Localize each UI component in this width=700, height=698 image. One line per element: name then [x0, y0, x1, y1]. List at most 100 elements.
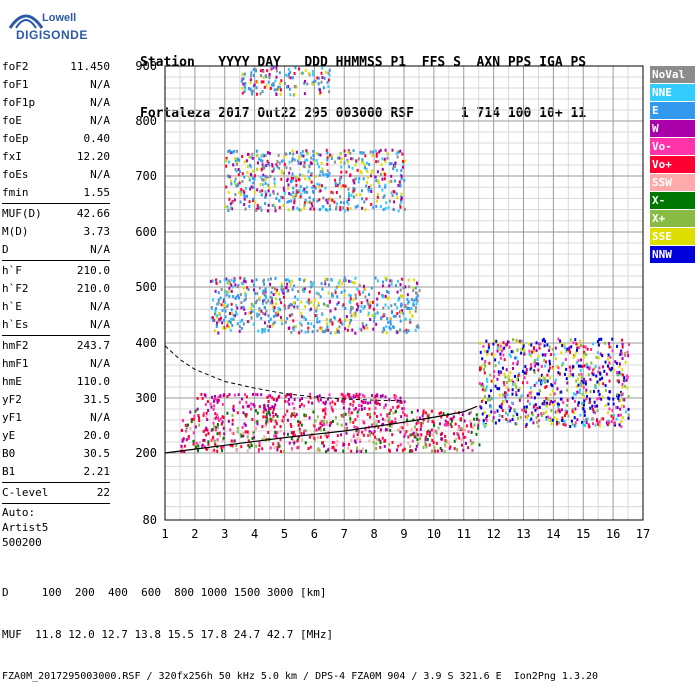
echo-point: [499, 356, 502, 360]
echo-point: [401, 407, 404, 411]
echo-point: [268, 319, 271, 323]
echo-point: [389, 322, 392, 326]
echo-point: [350, 438, 353, 442]
echo-point: [275, 66, 278, 70]
echo-point: [490, 410, 493, 414]
echo-point: [621, 392, 624, 396]
echo-point: [260, 154, 263, 158]
echo-point: [368, 407, 371, 411]
echo-point: [258, 296, 261, 300]
echo-point: [501, 414, 504, 418]
echo-point: [235, 169, 238, 173]
echo-point: [587, 373, 590, 377]
echo-point: [482, 419, 485, 423]
echo-point: [464, 435, 467, 439]
echo-point: [256, 422, 259, 426]
echo-point: [324, 412, 327, 416]
echo-point: [554, 378, 557, 382]
echo-point: [254, 200, 257, 204]
echo-point: [618, 362, 621, 366]
echo-point: [354, 177, 357, 181]
echo-point: [225, 277, 228, 281]
echo-point: [490, 379, 493, 383]
echo-point: [505, 417, 508, 421]
echo-point: [384, 276, 387, 280]
y-tick-label: 500: [135, 280, 157, 294]
echo-point: [524, 407, 527, 411]
echo-point: [407, 278, 410, 282]
echo-point: [203, 438, 206, 442]
echo-point: [388, 325, 391, 329]
echo-point: [502, 381, 505, 385]
echo-point: [194, 409, 197, 413]
echo-point: [497, 344, 500, 348]
echo-point: [574, 424, 577, 428]
echo-point: [320, 80, 323, 84]
echo-point: [561, 416, 564, 420]
echo-point: [558, 410, 561, 414]
echo-point: [544, 364, 547, 368]
echo-point: [316, 76, 319, 80]
echo-point: [284, 399, 287, 403]
echo-point: [253, 177, 256, 181]
param-label: D: [2, 243, 9, 256]
echo-point: [322, 86, 325, 90]
echo-point: [594, 423, 597, 427]
echo-point: [581, 405, 584, 409]
echo-point: [487, 343, 490, 347]
echo-point: [339, 176, 342, 180]
echo-point: [227, 282, 230, 286]
echo-point: [608, 407, 611, 411]
echo-point: [260, 158, 263, 162]
logo-text-digisonde: DIGISONDE: [16, 28, 88, 42]
echo-point: [371, 169, 374, 173]
echo-point: [267, 399, 270, 403]
echo-point: [319, 428, 322, 432]
echo-point: [373, 315, 376, 319]
echo-point: [254, 68, 257, 72]
echo-point: [242, 305, 245, 309]
echo-point: [317, 301, 320, 305]
echo-point: [604, 384, 607, 388]
echo-point: [329, 207, 332, 211]
echo-point: [225, 293, 228, 297]
echo-point: [477, 422, 480, 426]
echo-point: [459, 418, 462, 422]
echo-point: [583, 413, 586, 417]
echo-point: [418, 434, 421, 438]
echo-point: [239, 200, 242, 204]
echo-point: [360, 171, 363, 175]
echo-point: [366, 299, 369, 303]
y-tick-label: 600: [135, 225, 157, 239]
echo-point: [386, 156, 389, 160]
echo-point: [572, 355, 575, 359]
echo-point: [262, 178, 265, 182]
echo-point: [368, 429, 371, 433]
echo-point: [216, 432, 219, 436]
echo-point: [347, 165, 350, 169]
param-value: N/A: [90, 411, 110, 424]
echo-point: [319, 153, 322, 157]
echo-point: [323, 415, 326, 419]
echo-point: [324, 409, 327, 413]
echo-point: [376, 195, 379, 199]
echo-point: [209, 402, 212, 406]
echo-point: [315, 152, 318, 156]
echo-point: [291, 279, 294, 283]
echo-point: [213, 424, 216, 428]
param-value: 31.5: [83, 393, 111, 406]
param-label: B1: [2, 465, 16, 478]
echo-point: [292, 205, 295, 209]
echo-point: [576, 345, 579, 349]
echo-point: [201, 396, 204, 400]
echo-point: [304, 318, 307, 322]
echo-point: [477, 424, 480, 428]
echo-point: [366, 412, 369, 416]
echo-point: [544, 377, 547, 381]
echo-point: [326, 169, 329, 173]
echo-point: [333, 315, 336, 319]
ordinary-trace-curve: [164, 345, 405, 402]
echo-point: [498, 361, 501, 365]
echo-point: [329, 153, 332, 157]
echo-point: [262, 415, 265, 419]
